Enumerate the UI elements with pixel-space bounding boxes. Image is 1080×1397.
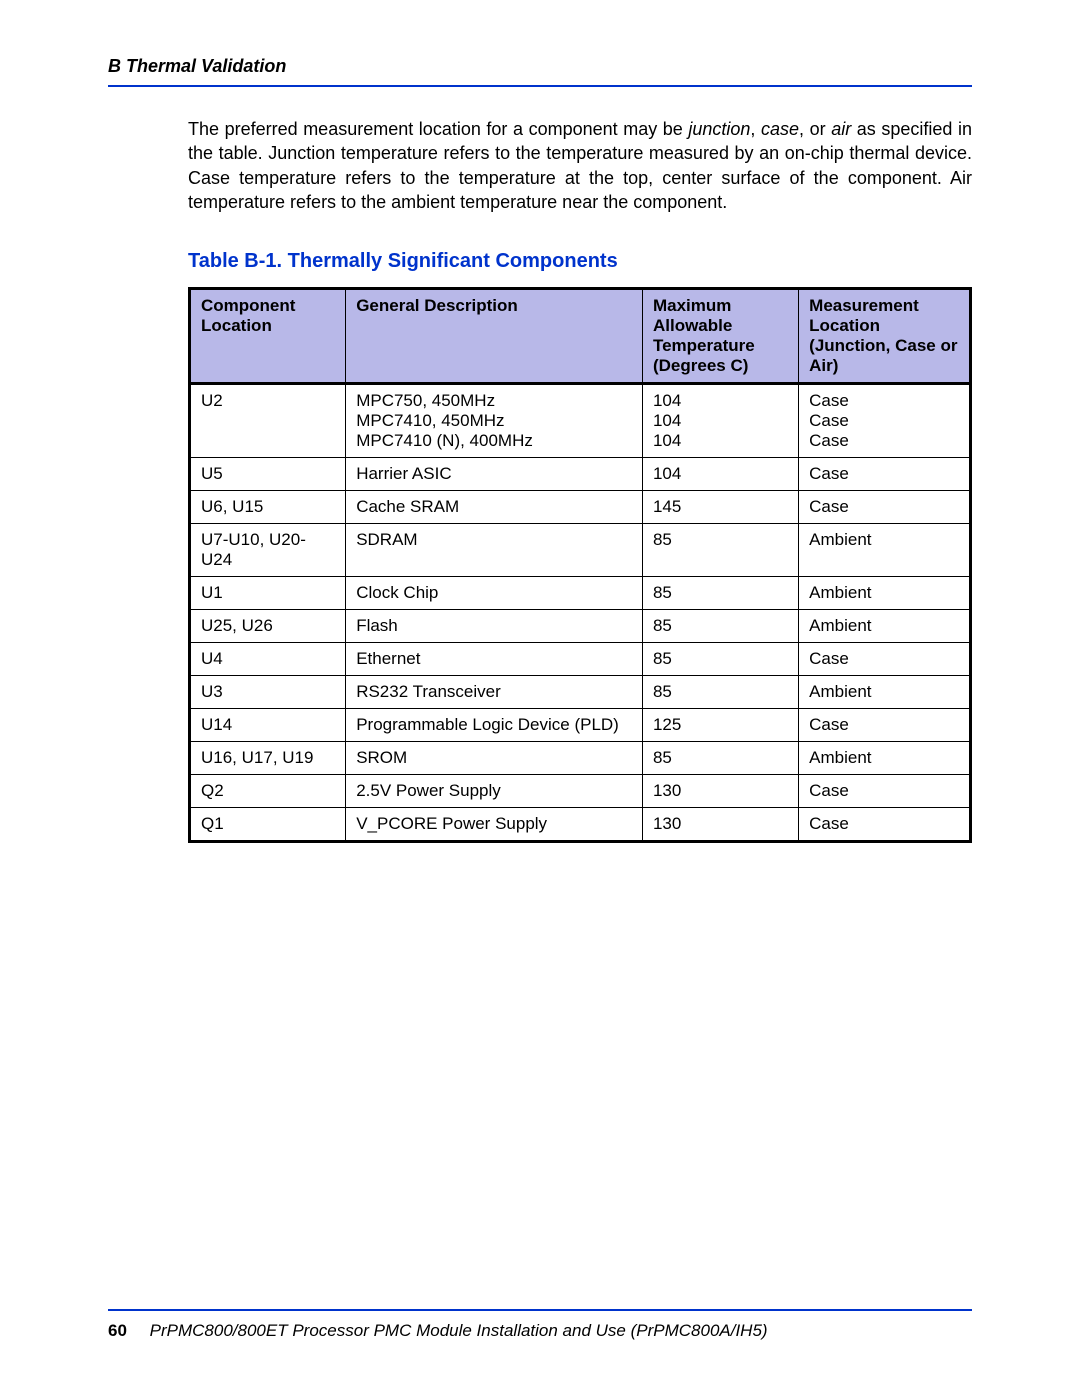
cell-measurement: Ambient [799,577,971,610]
cell-measurement: Ambient [799,524,971,577]
cell-temp: 104 [642,458,798,491]
cell-temp: 85 [642,676,798,709]
cell-description: Ethernet [346,643,643,676]
cell-temp: 85 [642,524,798,577]
cell-temp: 104 104 104 [642,384,798,458]
cell-description: SROM [346,742,643,775]
table-row: U2 MPC750, 450MHz MPC7410, 450MHz MPC741… [190,384,971,458]
cell-description: RS232 Transceiver [346,676,643,709]
cell-location: U2 [190,384,346,458]
cell-measurement: Case [799,775,971,808]
italic-case: case [761,119,799,139]
cell-location: U7-U10, U20-U24 [190,524,346,577]
cell-temp: 130 [642,775,798,808]
para-text: , or [799,119,831,139]
page-number: 60 [108,1321,127,1340]
cell-measurement: Ambient [799,742,971,775]
cell-description: SDRAM [346,524,643,577]
cell-location: Q1 [190,808,346,842]
cell-temp: 125 [642,709,798,742]
para-text: , [750,119,761,139]
table-row: U3 RS232 Transceiver 85 Ambient [190,676,971,709]
table-row: U4 Ethernet 85 Case [190,643,971,676]
table-header-row: Component Location General Description M… [190,289,971,384]
table-row: U7-U10, U20-U24 SDRAM 85 Ambient [190,524,971,577]
cell-temp: 85 [642,643,798,676]
thermal-table: Component Location General Description M… [188,287,972,843]
cell-location: U3 [190,676,346,709]
table-row: U16, U17, U19 SROM 85 Ambient [190,742,971,775]
page-content: B Thermal Validation The preferred measu… [0,0,1080,843]
intro-paragraph: The preferred measurement location for a… [188,117,972,214]
table-row: U5 Harrier ASIC 104 Case [190,458,971,491]
cell-description: Flash [346,610,643,643]
cell-location: U5 [190,458,346,491]
cell-description: V_PCORE Power Supply [346,808,643,842]
cell-location: U1 [190,577,346,610]
table-row: U1 Clock Chip 85 Ambient [190,577,971,610]
cell-location: U6, U15 [190,491,346,524]
th-description: General Description [346,289,643,384]
cell-measurement: Case [799,808,971,842]
cell-temp: 85 [642,577,798,610]
cell-location: U25, U26 [190,610,346,643]
cell-location: U16, U17, U19 [190,742,346,775]
cell-location: U4 [190,643,346,676]
running-head: B Thermal Validation [108,56,972,77]
th-temp: Maximum Allowable Temperature (Degrees C… [642,289,798,384]
footer-rule [108,1309,972,1311]
table-row: Q2 2.5V Power Supply 130 Case [190,775,971,808]
italic-air: air [831,119,851,139]
cell-temp: 145 [642,491,798,524]
table-row: U25, U26 Flash 85 Ambient [190,610,971,643]
cell-temp: 130 [642,808,798,842]
cell-measurement: Ambient [799,610,971,643]
footer-line: 60 PrPMC800/800ET Processor PMC Module I… [108,1321,972,1341]
table-row: U14 Programmable Logic Device (PLD) 125 … [190,709,971,742]
cell-measurement: Case [799,491,971,524]
table-row: Q1 V_PCORE Power Supply 130 Case [190,808,971,842]
footer-doc-title: PrPMC800/800ET Processor PMC Module Inst… [150,1321,768,1340]
cell-measurement: Ambient [799,676,971,709]
cell-temp: 85 [642,610,798,643]
cell-temp: 85 [642,742,798,775]
para-text: The preferred measurement location for a… [188,119,688,139]
th-measurement: Measurement Location (Junction, Case or … [799,289,971,384]
cell-description: Cache SRAM [346,491,643,524]
header-rule [108,85,972,87]
cell-measurement: Case [799,643,971,676]
table-body: U2 MPC750, 450MHz MPC7410, 450MHz MPC741… [190,384,971,842]
cell-description: Harrier ASIC [346,458,643,491]
cell-measurement: Case Case Case [799,384,971,458]
cell-description: MPC750, 450MHz MPC7410, 450MHz MPC7410 (… [346,384,643,458]
cell-description: Programmable Logic Device (PLD) [346,709,643,742]
page-footer: 60 PrPMC800/800ET Processor PMC Module I… [108,1309,972,1341]
cell-location: Q2 [190,775,346,808]
th-location: Component Location [190,289,346,384]
table-row: U6, U15 Cache SRAM 145 Case [190,491,971,524]
cell-location: U14 [190,709,346,742]
italic-junction: junction [688,119,750,139]
cell-description: 2.5V Power Supply [346,775,643,808]
cell-measurement: Case [799,709,971,742]
cell-measurement: Case [799,458,971,491]
table-caption: Table B-1. Thermally Significant Compone… [188,250,972,273]
cell-description: Clock Chip [346,577,643,610]
